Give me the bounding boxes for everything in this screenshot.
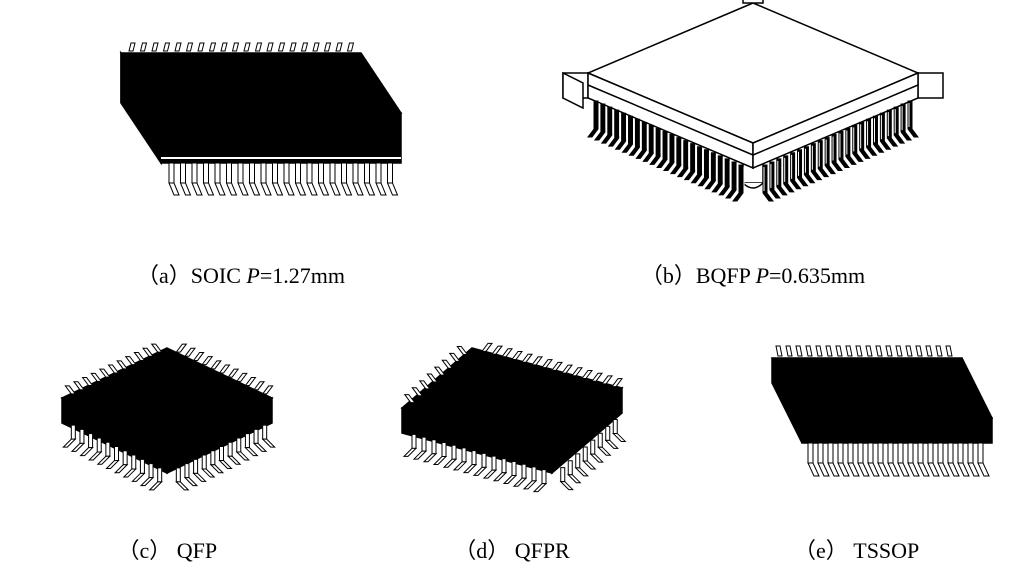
caption-b-val: =0.635mm — [769, 263, 865, 288]
package-bqfp-drawing — [538, 0, 968, 243]
caption-b: （b）BQFP P=0.635mm — [641, 258, 865, 290]
caption-a-prefix: （a）SOIC — [137, 263, 246, 288]
package-qfp-drawing — [27, 318, 307, 518]
caption-e: （e） TSSOP — [794, 533, 919, 565]
package-qfp-cell: （c） QFP — [7, 318, 327, 565]
package-tssop-drawing — [712, 318, 1002, 518]
package-soic-drawing — [61, 23, 421, 243]
caption-a-param: P — [246, 263, 259, 288]
package-soic-cell: （a）SOIC P=1.27mm — [31, 23, 451, 290]
caption-b-param: P — [756, 263, 769, 288]
package-qfpr-drawing — [362, 318, 662, 518]
package-tssop-cell: （e） TSSOP — [697, 318, 1017, 565]
caption-a-val: =1.27mm — [260, 263, 345, 288]
package-qfpr-cell: （d） QFPR — [342, 318, 682, 565]
caption-a: （a）SOIC P=1.27mm — [137, 258, 345, 290]
package-bqfp-cell: （b）BQFP P=0.635mm — [513, 0, 993, 290]
figure-row-2: （c） QFP （d） QFPR — [0, 300, 1024, 565]
caption-b-prefix: （b）BQFP — [641, 263, 756, 288]
caption-d: （d） QFPR — [454, 533, 570, 565]
figure-row-1: （a）SOIC P=1.27mm — [0, 10, 1024, 290]
caption-c: （c） QFP — [118, 533, 218, 565]
